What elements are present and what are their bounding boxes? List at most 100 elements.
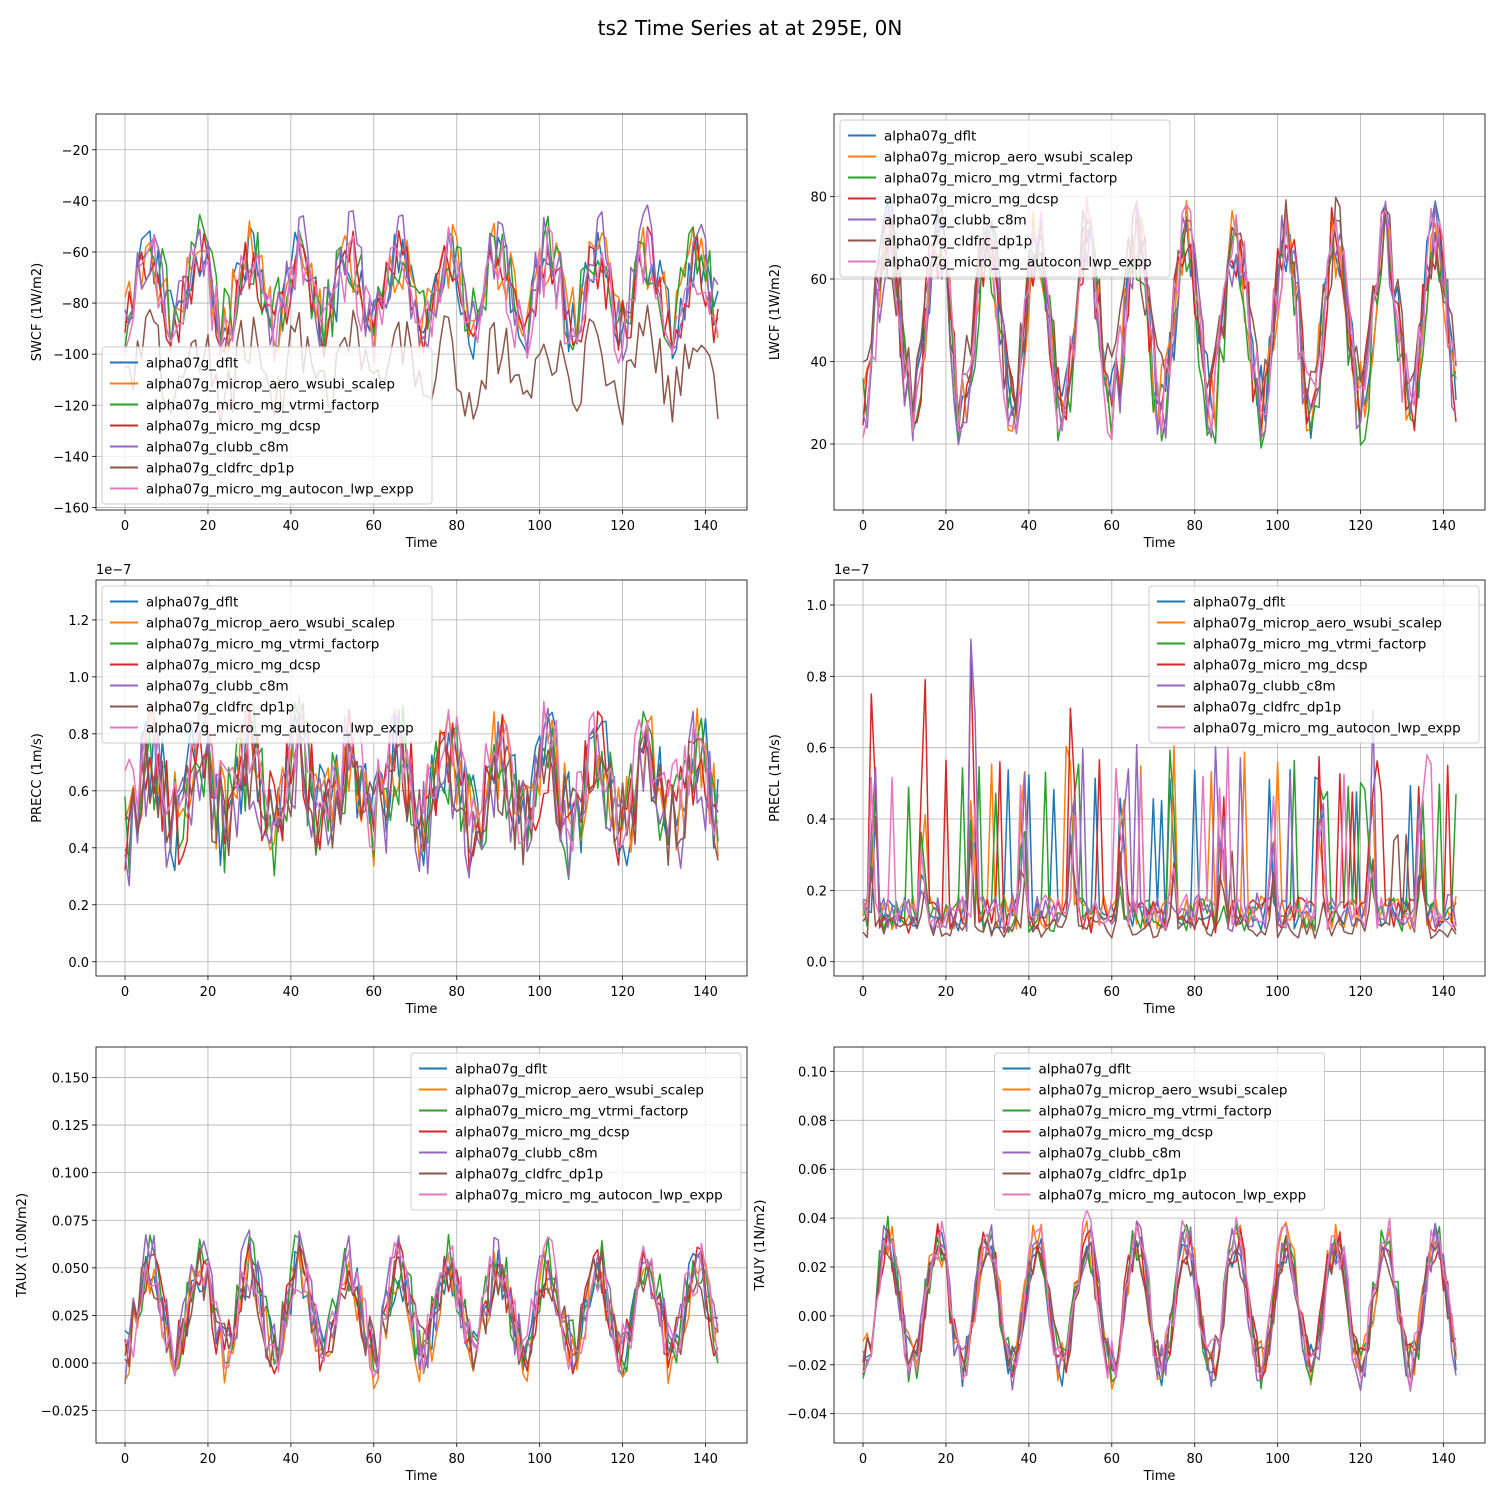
y-axis-label: LWCF (1W/m2)	[768, 264, 783, 360]
x-tick-label: 60	[1104, 1452, 1121, 1467]
legend-label: alpha07g_clubb_c8m	[884, 213, 1027, 229]
legend-label: alpha07g_clubb_c8m	[1039, 1146, 1182, 1162]
y-tick-label: −60	[62, 246, 89, 261]
series-line-alpha07g_micro_mg_autocon_lwp_expp	[124, 694, 719, 852]
y-tick-label: 1.0	[806, 599, 827, 614]
legend-label: alpha07g_dflt	[146, 595, 238, 611]
y-tick-label: 0.04	[798, 1212, 827, 1227]
series-line-alpha07g_cldfrc_dp1p	[862, 833, 1457, 940]
x-tick-label: 40	[283, 519, 300, 534]
series-line-alpha07g_micro_mg_autocon_lwp_expp	[124, 1236, 719, 1379]
x-tick-label: 40	[283, 1452, 300, 1467]
legend-label: alpha07g_micro_mg_dcsp	[455, 1125, 630, 1141]
axes-frame	[833, 1046, 1486, 1444]
legend-box	[994, 1052, 1325, 1211]
x-tick-label: 140	[693, 1452, 718, 1467]
legend-label: alpha07g_micro_mg_dcsp	[146, 658, 321, 674]
series-line-alpha07g_microp_aero_wsubi_scalep	[124, 220, 719, 355]
chart-lwcf: 0 20 40 60 80 100 120 140 20 40 60 80 Time LWCF (1W/m…	[768, 113, 1486, 551]
x-axis-label: Time	[405, 1469, 438, 1484]
series-group	[124, 694, 719, 887]
x-tick-label: 120	[1348, 519, 1373, 534]
x-tick-label: 120	[1348, 985, 1373, 1000]
legend-label: alpha07g_cldfrc_dp1p	[1039, 1167, 1187, 1183]
x-tick-label: 0	[121, 985, 129, 1000]
series-group	[124, 1229, 719, 1390]
x-tick-label: 120	[1348, 1452, 1373, 1467]
x-tick-label: 140	[1431, 519, 1456, 534]
legend-label: alpha07g_microp_aero_wsubi_scalep	[455, 1083, 704, 1099]
legend-label: alpha07g_cldfrc_dp1p	[146, 700, 294, 716]
legend-label: alpha07g_microp_aero_wsubi_scalep	[146, 377, 395, 393]
x-tick-label: 60	[1104, 985, 1121, 1000]
y-tick-label: 0.0	[806, 956, 827, 971]
series-line-alpha07g_cldfrc_dp1p	[124, 727, 719, 866]
series-group	[862, 638, 1457, 940]
legend: alpha07g_dflt alpha07g_microp_aero_wsubi_…	[410, 1052, 742, 1211]
legend-label: alpha07g_micro_mg_vtrmi_factorp	[146, 637, 379, 653]
y-axis-label: TAUX (1.0N/m2)	[15, 1193, 30, 1298]
chart-precl: 0 20 40 60 80 100 120 140 0.0 0.2 0.4 0.6 0.8 1.0 Time…	[768, 563, 1486, 1017]
y-tick-label: −100	[53, 348, 89, 363]
x-tick-label: 80	[448, 519, 465, 534]
y-tick-label: 0.2	[68, 899, 89, 914]
x-tick-label: 60	[366, 519, 383, 534]
legend-label: alpha07g_clubb_c8m	[146, 440, 289, 456]
y-tick-label: −120	[53, 399, 89, 414]
x-tick-label: 80	[448, 1452, 465, 1467]
legend-label: alpha07g_micro_mg_vtrmi_factorp	[884, 171, 1117, 187]
x-tick-label: 100	[1265, 519, 1290, 534]
x-tick-label: 20	[938, 1452, 955, 1467]
axes-frame	[833, 579, 1486, 977]
x-tick-label: 40	[1021, 1452, 1038, 1467]
legend-label: alpha07g_micro_mg_autocon_lwp_expp	[1193, 721, 1461, 737]
legend-label: alpha07g_micro_mg_dcsp	[1039, 1125, 1214, 1141]
series-group	[862, 196, 1457, 449]
legend: alpha07g_dflt alpha07g_microp_aero_wsubi_…	[839, 119, 1171, 278]
x-tick-label: 80	[1186, 1452, 1203, 1467]
x-tick-label: 20	[938, 519, 955, 534]
legend-label: alpha07g_cldfrc_dp1p	[146, 461, 294, 477]
legend-label: alpha07g_micro_mg_vtrmi_factorp	[146, 398, 379, 414]
legend-label: alpha07g_clubb_c8m	[146, 679, 289, 695]
y-tick-label: 0.2	[806, 884, 827, 899]
axes-frame	[95, 113, 748, 511]
x-tick-label: 20	[200, 519, 217, 534]
legend-label: alpha07g_dflt	[146, 356, 238, 372]
x-tick-label: 60	[366, 985, 383, 1000]
legend-label: alpha07g_microp_aero_wsubi_scalep	[1193, 616, 1442, 632]
legend-label: alpha07g_microp_aero_wsubi_scalep	[1039, 1083, 1288, 1099]
x-tick-label: 80	[1186, 985, 1203, 1000]
series-line-alpha07g_micro_mg_autocon_lwp_expp	[862, 746, 1457, 931]
axes-frame	[95, 1046, 748, 1444]
y-tick-label: 0.02	[798, 1261, 827, 1276]
y-tick-label: −20	[62, 144, 89, 159]
x-tick-label: 40	[283, 985, 300, 1000]
y-axis-label: SWCF (1W/m2)	[30, 263, 45, 361]
x-tick-label: 100	[1265, 985, 1290, 1000]
x-tick-label: 0	[121, 519, 129, 534]
legend-label: alpha07g_micro_mg_dcsp	[884, 192, 1059, 208]
y-tick-label: 0.150	[52, 1071, 89, 1086]
series-line-alpha07g_microp_aero_wsubi_scalep	[124, 1247, 719, 1390]
legend-box	[839, 119, 1171, 278]
y-tick-label: 0.075	[52, 1214, 89, 1229]
legend-label: alpha07g_micro_mg_autocon_lwp_expp	[1039, 1188, 1307, 1204]
legend-label: alpha07g_micro_mg_vtrmi_factorp	[1039, 1104, 1272, 1120]
x-tick-label: 140	[693, 519, 718, 534]
x-tick-label: 140	[693, 985, 718, 1000]
x-axis-label: Time	[1143, 1002, 1176, 1017]
legend-label: alpha07g_dflt	[884, 129, 976, 145]
legend-label: alpha07g_clubb_c8m	[1193, 679, 1336, 695]
legend-label: alpha07g_clubb_c8m	[455, 1146, 598, 1162]
x-axis-label: Time	[405, 1002, 438, 1017]
legend-box	[410, 1052, 742, 1211]
y-tick-label: 0.4	[68, 842, 89, 857]
figure-title: ts2 Time Series at at 295E, 0N	[597, 16, 903, 40]
axes-frame	[833, 113, 1486, 511]
series-line-alpha07g_micro_mg_vtrmi_factorp	[862, 749, 1457, 934]
x-tick-label: 140	[1431, 1452, 1456, 1467]
legend-label: alpha07g_micro_mg_autocon_lwp_expp	[146, 482, 414, 498]
series-group	[862, 1209, 1457, 1392]
